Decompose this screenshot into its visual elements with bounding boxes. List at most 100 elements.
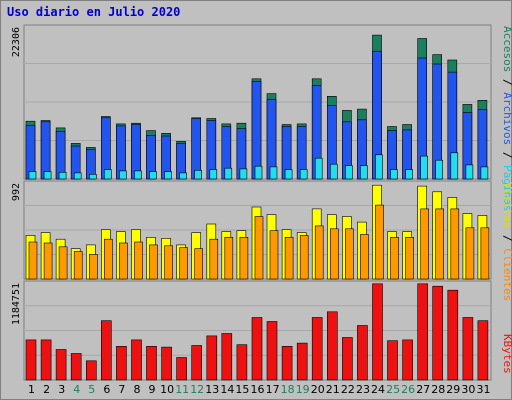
bar-clientes-18 (284, 237, 294, 280)
x-tick-label: 2 (43, 383, 50, 396)
bar-clientes-28 (435, 208, 445, 280)
bar-clientes-1 (28, 241, 38, 280)
bar-pginas-21 (329, 163, 338, 180)
x-tick-label: 8 (134, 383, 141, 396)
bar-pginas-24 (375, 154, 383, 180)
bar-clientes-13 (209, 238, 219, 280)
bar-kbytes-22 (342, 337, 353, 381)
bar-clientes-4 (73, 251, 83, 280)
bar-kbytes-27 (417, 283, 429, 381)
bar-clientes-17 (269, 230, 279, 280)
x-tick-label: 24 (371, 383, 385, 396)
bar-pginas-19 (299, 169, 308, 180)
bar-clientes-12 (194, 248, 203, 280)
bar-pginas-23 (360, 165, 368, 180)
bar-pginas-20 (314, 157, 323, 180)
bar-kbytes-15 (236, 344, 248, 381)
x-tick-label: 23 (356, 383, 370, 396)
x-tick-label: 5 (88, 383, 95, 396)
bar-pginas-22 (345, 165, 353, 180)
bar-pginas-1 (28, 171, 37, 180)
x-tick-label: 31 (477, 383, 491, 396)
bar-clientes-2 (43, 242, 53, 280)
bar-clientes-5 (89, 254, 98, 280)
bar-kbytes-19 (296, 342, 308, 381)
bar-kbytes-6 (101, 320, 112, 381)
x-tick-label: 4 (73, 383, 80, 396)
bar-clientes-3 (58, 246, 68, 280)
bar-clientes-19 (299, 235, 309, 280)
bar-kbytes-20 (311, 317, 323, 381)
chart-title: Uso diario en Julio 2020 (7, 5, 181, 19)
bar-kbytes-16 (251, 317, 263, 381)
bar-pginas-14 (224, 167, 233, 180)
bar-kbytes-23 (357, 325, 368, 381)
bar-kbytes-12 (191, 345, 202, 381)
bar-clientes-6 (104, 238, 113, 280)
bar-archivos-2 (40, 121, 51, 180)
bar-clientes-24 (375, 204, 384, 280)
x-tick-label: 9 (149, 383, 156, 396)
bar-clientes-8 (134, 241, 143, 280)
bar-clientes-20 (314, 225, 324, 280)
bar-pginas-13 (209, 169, 218, 180)
bar-archivos-16 (251, 81, 262, 180)
bar-kbytes-5 (86, 360, 97, 381)
x-tick-label: 30 (461, 383, 475, 396)
x-tick-label: 28 (431, 383, 445, 396)
bar-kbytes-14 (221, 333, 233, 381)
x-tick-label: 7 (118, 383, 125, 396)
legend-right-top: Accesos / Archivos / Páginas (501, 26, 512, 211)
bar-clientes-27 (420, 208, 430, 280)
x-tick-label: 22 (341, 383, 355, 396)
x-tick-label: 10 (160, 383, 174, 396)
bar-kbytes-29 (447, 289, 459, 381)
bar-pginas-10 (164, 171, 172, 180)
bar-pginas-18 (284, 169, 293, 180)
x-tick-label: 12 (190, 383, 204, 396)
bar-pginas-12 (194, 170, 202, 180)
bar-kbytes-30 (462, 317, 474, 381)
bar-kbytes-7 (116, 345, 127, 381)
bar-clientes-31 (480, 227, 490, 280)
bar-archivos-3 (55, 131, 66, 180)
bar-clientes-25 (390, 237, 399, 280)
x-tick-label: 17 (266, 383, 280, 396)
bar-pginas-28 (435, 159, 444, 180)
x-tick-label: 20 (311, 383, 325, 396)
bar-kbytes-2 (40, 339, 52, 381)
x-tick-label: 18 (281, 383, 295, 396)
bar-pginas-17 (269, 166, 278, 180)
bar-pginas-25 (390, 169, 398, 180)
bar-clientes-26 (405, 237, 414, 280)
bar-pginas-29 (450, 152, 459, 180)
legend-right-bottom: KBytes (501, 334, 512, 374)
bar-kbytes-8 (131, 339, 142, 381)
x-tick-label: 21 (326, 383, 340, 396)
bar-kbytes-24 (372, 283, 383, 381)
bar-pginas-11 (179, 172, 187, 180)
bar-clientes-21 (329, 228, 339, 280)
bar-clientes-10 (164, 245, 173, 280)
x-tick-label: 25 (386, 383, 400, 396)
x-tick-label: 13 (205, 383, 219, 396)
bar-pginas-26 (405, 169, 413, 180)
x-tick-label: 26 (401, 383, 415, 396)
bar-pginas-16 (254, 165, 263, 180)
bar-kbytes-9 (146, 345, 157, 381)
bar-clientes-7 (119, 242, 128, 280)
bar-clientes-16 (254, 216, 264, 280)
bar-clientes-11 (179, 247, 188, 280)
bar-clientes-22 (345, 228, 354, 280)
y-max-label: 22306 (11, 27, 22, 57)
bar-pginas-2 (43, 171, 52, 180)
y-max-label: 1184751 (11, 283, 22, 325)
x-tick-label: 27 (416, 383, 430, 396)
bar-clientes-23 (360, 234, 369, 280)
bar-kbytes-17 (266, 321, 278, 381)
x-tick-label: 14 (220, 383, 234, 396)
x-tick-label: 15 (235, 383, 249, 396)
bar-clientes-15 (239, 237, 249, 280)
bar-kbytes-3 (55, 349, 67, 381)
y-max-label: 992 (11, 183, 22, 201)
